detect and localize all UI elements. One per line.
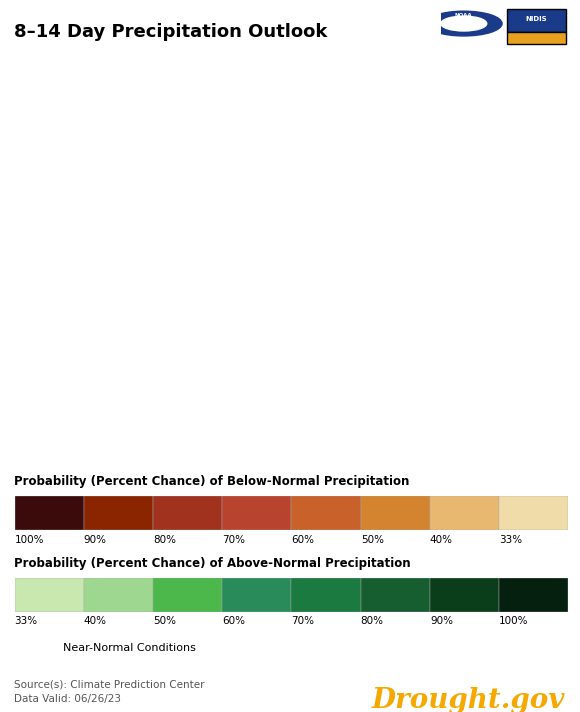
- Text: 70%: 70%: [291, 617, 314, 627]
- Bar: [14, 578, 84, 612]
- Text: NIDIS: NIDIS: [525, 16, 548, 23]
- Text: 50%: 50%: [361, 535, 384, 545]
- Text: 100%: 100%: [499, 617, 528, 627]
- Text: 8–14 Day Precipitation Outlook: 8–14 Day Precipitation Outlook: [14, 23, 328, 41]
- Text: 40%: 40%: [430, 535, 453, 545]
- Text: 90%: 90%: [430, 617, 453, 627]
- Text: 100%: 100%: [14, 535, 44, 545]
- Bar: [430, 496, 499, 530]
- Text: 33%: 33%: [499, 535, 522, 545]
- Text: 40%: 40%: [84, 617, 107, 627]
- Bar: [291, 496, 361, 530]
- Bar: [84, 578, 153, 612]
- Text: Probability (Percent Chance) of Below-Normal Precipitation: Probability (Percent Chance) of Below-No…: [14, 475, 410, 488]
- Text: 60%: 60%: [222, 617, 245, 627]
- Text: 70%: 70%: [222, 535, 245, 545]
- Bar: [361, 578, 430, 612]
- Text: 80%: 80%: [361, 617, 384, 627]
- Bar: [153, 496, 222, 530]
- FancyBboxPatch shape: [507, 32, 566, 44]
- Bar: [430, 578, 499, 612]
- Text: Near-Normal Conditions: Near-Normal Conditions: [63, 643, 195, 653]
- Circle shape: [441, 16, 487, 31]
- Bar: [361, 496, 430, 530]
- Text: 80%: 80%: [153, 535, 176, 545]
- Bar: [291, 578, 361, 612]
- Text: 50%: 50%: [153, 617, 176, 627]
- Bar: [499, 496, 568, 530]
- Bar: [222, 496, 291, 530]
- Text: 90%: 90%: [84, 535, 107, 545]
- Text: 33%: 33%: [14, 617, 38, 627]
- Bar: [14, 496, 84, 530]
- Text: NOAA: NOAA: [455, 13, 473, 18]
- FancyBboxPatch shape: [507, 9, 566, 32]
- Bar: [222, 578, 291, 612]
- Text: Drought.gov: Drought.gov: [372, 687, 566, 712]
- Bar: [499, 578, 568, 612]
- Bar: [84, 496, 153, 530]
- Text: 60%: 60%: [291, 535, 314, 545]
- Text: Source(s): Climate Prediction Center
Data Valid: 06/26/23: Source(s): Climate Prediction Center Dat…: [14, 680, 205, 704]
- Text: Probability (Percent Chance) of Above-Normal Precipitation: Probability (Percent Chance) of Above-No…: [14, 557, 411, 570]
- Circle shape: [426, 11, 502, 36]
- Bar: [153, 578, 222, 612]
